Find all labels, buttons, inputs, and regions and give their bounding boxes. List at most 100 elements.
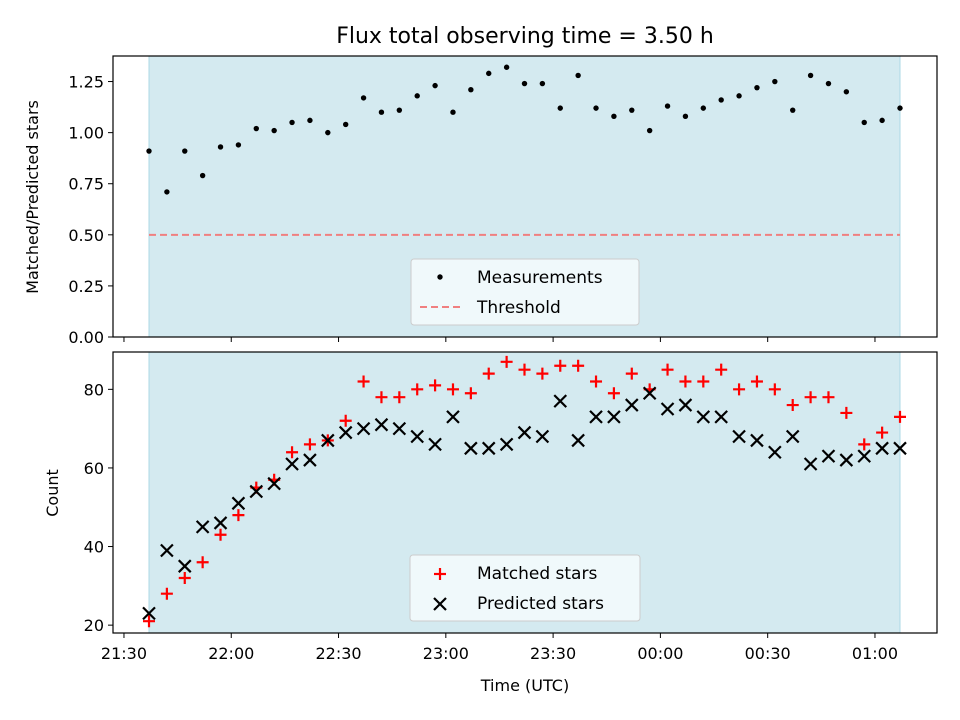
predicted-star-point (785, 429, 800, 444)
predicted-star-point (839, 453, 854, 467)
ratio-panel-frame (112, 55, 938, 338)
matched-star-point (554, 359, 567, 372)
x-tick-label: 23:00 (423, 644, 469, 663)
count-y-tick-label: 20 (84, 616, 104, 635)
x-tick-label: 23:30 (530, 644, 576, 663)
x-tick-label: 01:00 (852, 644, 898, 663)
predicted-star-point (678, 398, 693, 412)
matched-star-point (160, 587, 173, 600)
predicted-star-point (875, 441, 889, 456)
matched-star-point (143, 615, 155, 628)
measurement-point (486, 70, 492, 77)
measurement-point (307, 117, 313, 124)
measurement-point (700, 105, 707, 111)
predicted-star-point (356, 421, 371, 436)
count-panel-frame (112, 351, 938, 634)
measurement-point (664, 103, 671, 109)
matched-star-point (661, 363, 674, 376)
predicted-star-point (732, 429, 746, 444)
count-y-axis-label: Count (43, 469, 62, 517)
x-tick-label: 00:00 (637, 644, 683, 663)
matched-star-point (822, 391, 835, 404)
predicted-star-point (428, 437, 442, 452)
predicted-star-point (338, 425, 353, 440)
predicted-star-point (303, 453, 317, 467)
matched-star-point (429, 379, 442, 392)
matched-star-point (303, 438, 316, 451)
ratio-y-axis-label: Matched/Predicted stars (23, 100, 42, 294)
measurement-point (342, 121, 349, 128)
measurement-point (682, 113, 689, 119)
matched-star-point (750, 375, 763, 388)
measurement-point (807, 72, 814, 79)
measurement-point (629, 107, 635, 113)
matched-star-point (894, 410, 906, 423)
matched-star-point (357, 375, 370, 388)
predicted-star-point (392, 421, 407, 436)
matched-star-point (232, 509, 245, 522)
matched-star-point (858, 438, 871, 451)
predicted-star-point (481, 441, 496, 456)
measurement-point (646, 127, 653, 134)
matched-star-point (411, 383, 424, 396)
matched-star-point (214, 528, 227, 541)
measurement-point (325, 129, 331, 136)
matched-star-point (715, 363, 728, 376)
matched-star-point (768, 383, 781, 396)
legend-predicted-label: Predicted stars (477, 594, 604, 614)
measurement-point (825, 80, 832, 87)
matched-star-point (786, 399, 799, 412)
predicted-star-point (321, 433, 335, 448)
measurement-point (271, 127, 277, 134)
predicted-star-point (607, 410, 621, 424)
measurement-point (378, 109, 385, 115)
count-legend: Matched stars Predicted stars (409, 554, 641, 622)
count-y-tick-label: 80 (84, 380, 104, 399)
matched-star-point (536, 367, 549, 380)
measurement-point (253, 125, 259, 132)
ratio-y-tick-label: 0.00 (68, 328, 104, 347)
predicted-star-point (499, 437, 514, 452)
measurement-point (289, 119, 295, 126)
measurement-point (790, 107, 796, 113)
measurement-point (611, 113, 617, 119)
measurement-point (575, 72, 581, 79)
matched-star-point (178, 571, 191, 584)
x-tick-label: 21:30 (101, 644, 147, 663)
ratio-y-tick-label: 1.00 (68, 124, 104, 143)
ratio-legend: Measurements Threshold (410, 258, 640, 326)
measurement-point (843, 89, 850, 95)
predicted-star-point (410, 429, 424, 444)
legend-threshold-label: Threshold (476, 298, 561, 318)
matched-star-point (286, 446, 299, 459)
predicted-star-point (571, 433, 585, 448)
legend-matched-label: Matched stars (477, 564, 597, 584)
x-tick-label: 22:30 (315, 644, 361, 663)
measurement-point (182, 148, 188, 154)
legend-measurements-marker (437, 274, 443, 280)
ratio-legend-box (410, 258, 640, 326)
matched-star-point (339, 414, 352, 427)
matched-star-point (196, 556, 209, 569)
predicted-star-point (267, 476, 281, 491)
predicted-star-point (821, 449, 836, 463)
matched-star-point (876, 426, 889, 439)
predicted-star-point (160, 543, 174, 558)
measurement-point (521, 80, 528, 87)
predicted-star-point (249, 484, 264, 499)
measurement-point (432, 82, 438, 89)
count-panel: 20 40 60 80 21:30 22:00 22:30 23:00 23:30 00:00 0… (43, 351, 938, 695)
measurement-point (414, 93, 420, 99)
measurement-point (217, 144, 224, 150)
ratio-y-tick-label: 0.75 (68, 175, 104, 194)
ratio-y-tick-label: 0.25 (68, 277, 104, 296)
ratio-y-tick-label: 0.50 (68, 226, 104, 245)
measurement-point (235, 142, 242, 148)
predicted-star-point (464, 441, 478, 456)
measurement-point (736, 93, 742, 99)
matched-star-point (482, 367, 495, 380)
predicted-star-point (177, 559, 192, 573)
chart-title: Flux total observing time = 3.50 h (336, 24, 714, 49)
predicted-star-point (535, 429, 550, 444)
measurement-point (879, 117, 885, 124)
